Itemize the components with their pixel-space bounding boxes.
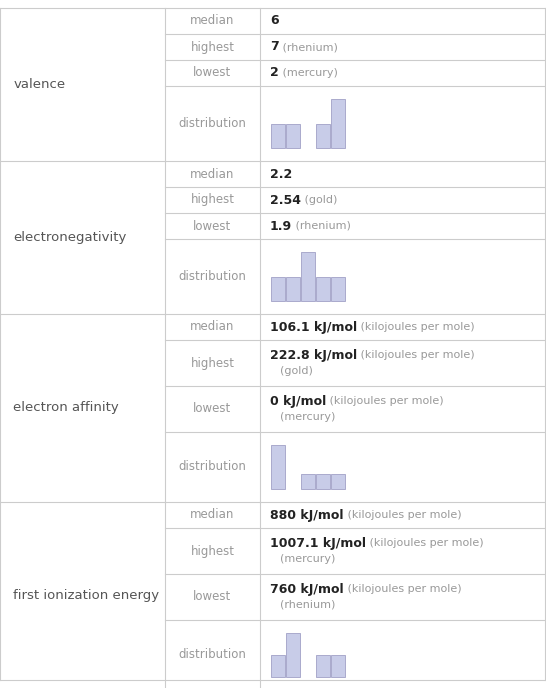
Text: highest: highest <box>191 544 234 557</box>
Bar <box>270 277 284 301</box>
Text: 2: 2 <box>270 67 279 80</box>
Bar <box>270 445 284 489</box>
Text: highest: highest <box>191 41 234 54</box>
Bar <box>300 474 314 489</box>
Text: lowest: lowest <box>193 67 232 80</box>
Text: highest: highest <box>191 193 234 206</box>
Text: 1007.1 kJ/mol: 1007.1 kJ/mol <box>270 537 366 550</box>
Bar <box>270 124 284 148</box>
Text: (mercury): (mercury) <box>280 554 335 564</box>
Text: 760 kJ/mol: 760 kJ/mol <box>270 583 343 596</box>
Text: (kilojoules per mole): (kilojoules per mole) <box>357 350 475 361</box>
Text: median: median <box>191 14 235 28</box>
Text: 0 kJ/mol: 0 kJ/mol <box>270 395 327 408</box>
Text: electronegativity: electronegativity <box>13 231 127 244</box>
Text: distribution: distribution <box>179 649 246 661</box>
Text: (kilojoules per mole): (kilojoules per mole) <box>357 322 475 332</box>
Text: distribution: distribution <box>179 117 246 130</box>
Text: (kilojoules per mole): (kilojoules per mole) <box>366 538 484 548</box>
Bar <box>286 633 300 677</box>
Bar <box>330 277 345 301</box>
Text: lowest: lowest <box>193 402 232 416</box>
Text: (mercury): (mercury) <box>280 412 335 422</box>
Text: distribution: distribution <box>179 460 246 473</box>
Text: distribution: distribution <box>179 270 246 283</box>
Bar <box>316 277 329 301</box>
Text: 7: 7 <box>270 41 279 54</box>
Text: median: median <box>191 321 235 334</box>
Text: electron affinity: electron affinity <box>13 402 119 414</box>
Text: (gold): (gold) <box>280 366 313 376</box>
Text: (kilojoules per mole): (kilojoules per mole) <box>343 510 461 520</box>
Bar <box>330 474 345 489</box>
Text: (rhenium): (rhenium) <box>292 221 351 231</box>
Text: median: median <box>191 508 235 522</box>
Text: 106.1 kJ/mol: 106.1 kJ/mol <box>270 321 357 334</box>
Text: lowest: lowest <box>193 590 232 603</box>
Text: (rhenium): (rhenium) <box>280 600 335 610</box>
Text: (gold): (gold) <box>301 195 337 205</box>
Text: 222.8 kJ/mol: 222.8 kJ/mol <box>270 349 357 362</box>
Text: 1.9: 1.9 <box>270 219 292 233</box>
Text: lowest: lowest <box>193 219 232 233</box>
Bar <box>270 655 284 677</box>
Text: 880 kJ/mol: 880 kJ/mol <box>270 508 343 522</box>
Bar <box>316 474 329 489</box>
Text: (kilojoules per mole): (kilojoules per mole) <box>343 584 461 594</box>
Bar <box>316 655 329 677</box>
Bar <box>286 124 300 148</box>
Text: median: median <box>191 167 235 180</box>
Bar <box>300 252 314 301</box>
Bar <box>286 277 300 301</box>
Bar <box>330 99 345 148</box>
Text: (mercury): (mercury) <box>279 68 337 78</box>
Text: 6: 6 <box>270 14 278 28</box>
Text: (kilojoules per mole): (kilojoules per mole) <box>327 396 444 406</box>
Text: (rhenium): (rhenium) <box>279 42 337 52</box>
Text: 2.2: 2.2 <box>270 167 292 180</box>
Text: highest: highest <box>191 356 234 369</box>
Text: valence: valence <box>13 78 66 91</box>
Bar <box>316 124 329 148</box>
Bar <box>330 655 345 677</box>
Text: 2.54: 2.54 <box>270 193 301 206</box>
Text: first ionization energy: first ionization energy <box>13 590 159 603</box>
